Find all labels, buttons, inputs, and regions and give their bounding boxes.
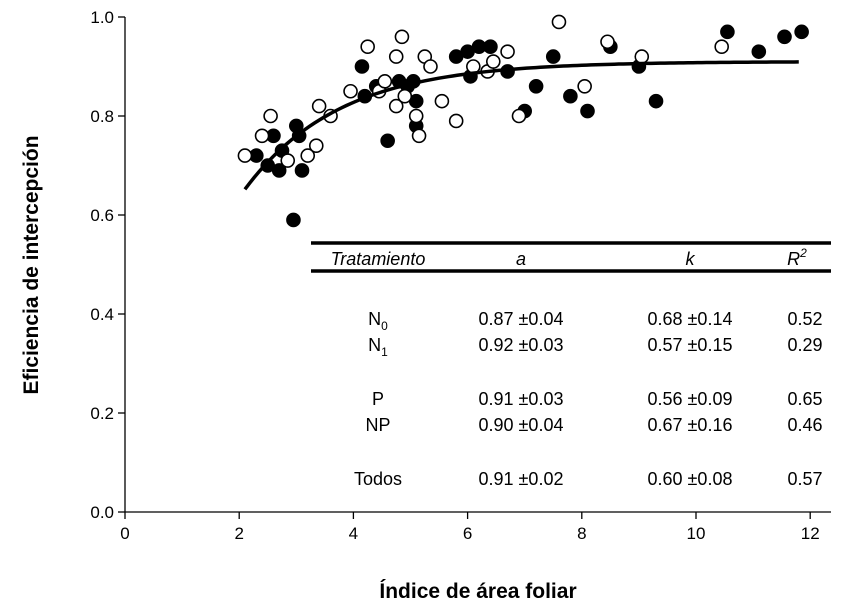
y-tick-label: 1.0 [90,8,114,27]
filled-data-point [794,24,809,40]
y-tick-label: 0.0 [90,503,114,522]
table-header-r2: R2 [787,246,807,269]
x-tick-label: 12 [801,524,820,543]
open-data-point [408,108,424,124]
table-header-k: k [686,249,696,269]
x-tick-label: 6 [463,524,472,543]
filled-data-point [483,39,498,55]
filled-data-point [528,79,544,94]
open-data-point [551,14,567,30]
y-tick-label: 0.8 [90,107,114,126]
open-data-point [388,98,404,114]
open-data-point [394,29,410,45]
filled-data-point [380,133,395,149]
x-tick-label: 10 [687,524,706,543]
open-data-point [280,153,296,168]
table-cell-tratamiento: P [372,389,384,409]
table-cell-tratamiento: Todos [354,469,402,489]
filled-data-point [777,29,792,45]
table-cell-a: 0.87 ±0.04 [479,309,564,329]
table-cell-a: 0.92 ±0.03 [479,335,564,355]
open-data-point [448,113,464,129]
table-cell-r2: 0.52 [787,309,822,329]
open-data-point [600,34,615,50]
x-tick-label: 8 [577,524,586,543]
table-cell-tratamiento: N1 [368,335,388,359]
filled-data-point [580,103,595,119]
y-tick-label: 0.6 [90,206,114,225]
open-data-point [263,108,278,124]
table-cell-a: 0.91 ±0.02 [479,469,564,489]
filled-data-point [545,49,561,64]
open-data-point [714,39,729,55]
y-tick-label: 0.4 [90,305,114,324]
filled-data-point [720,24,735,40]
table-cell-r2: 0.65 [787,389,822,409]
parameter-table: Tratamiento a k R2 N0 0.87 ±0.04 0.68 ±0.14 0.5… [311,241,831,489]
open-data-point [254,128,270,144]
table-cell-a: 0.90 ±0.04 [479,415,564,435]
filled-data-point [286,212,301,228]
x-tick-label: 4 [349,524,358,543]
data-points [237,14,809,228]
filled-data-point [563,88,578,104]
open-data-point [577,79,592,94]
table-cell-tratamiento: NP [365,415,390,435]
open-data-point [411,128,427,144]
open-data-point [423,59,438,74]
table-header-a: a [516,249,526,269]
table-cell-r2: 0.29 [787,335,822,355]
open-data-point [377,74,393,89]
table-cell-a: 0.91 ±0.03 [479,389,564,409]
axis-ticks: 0 2 4 6 8 10 12 0.0 0.2 0.4 0.6 0.8 1.0 [90,8,819,543]
fit-curve-group [243,60,799,191]
x-tick-label: 0 [120,524,129,543]
table-cell-k: 0.56 ±0.09 [648,389,733,409]
open-data-point [237,148,253,163]
filled-data-point [354,59,370,74]
open-data-point [311,98,327,114]
open-data-point [511,108,527,124]
fit-curve [243,60,799,191]
table-header-tratamiento: Tratamiento [331,249,426,269]
table-cell-k: 0.57 ±0.15 [648,335,733,355]
open-data-point [308,138,324,153]
table-cell-r2: 0.57 [787,469,822,489]
y-axis-title: Eficiencia de intercepción [20,135,43,394]
filled-data-point [271,163,287,178]
x-tick-label: 2 [234,524,243,543]
table-cell-r2: 0.46 [787,415,822,435]
x-axis-title: Índice de área foliar [379,580,576,603]
table-cell-tratamiento: N0 [368,309,388,333]
open-data-point [485,54,501,69]
table-cell-k: 0.67 ±0.16 [648,415,733,435]
open-data-point [500,44,515,59]
filled-data-point [751,44,767,59]
y-tick-label: 0.2 [90,404,114,423]
open-data-point [434,93,450,109]
open-data-point [300,148,316,163]
filled-data-point [294,163,310,178]
table-cell-k: 0.68 ±0.14 [648,309,733,329]
open-data-point [397,88,413,104]
open-data-point [388,49,404,64]
open-data-point [343,83,358,99]
filled-data-point [648,93,664,109]
axes [124,17,831,513]
open-data-point [634,49,650,64]
open-data-point [360,39,375,55]
table-cell-k: 0.60 ±0.08 [648,469,733,489]
